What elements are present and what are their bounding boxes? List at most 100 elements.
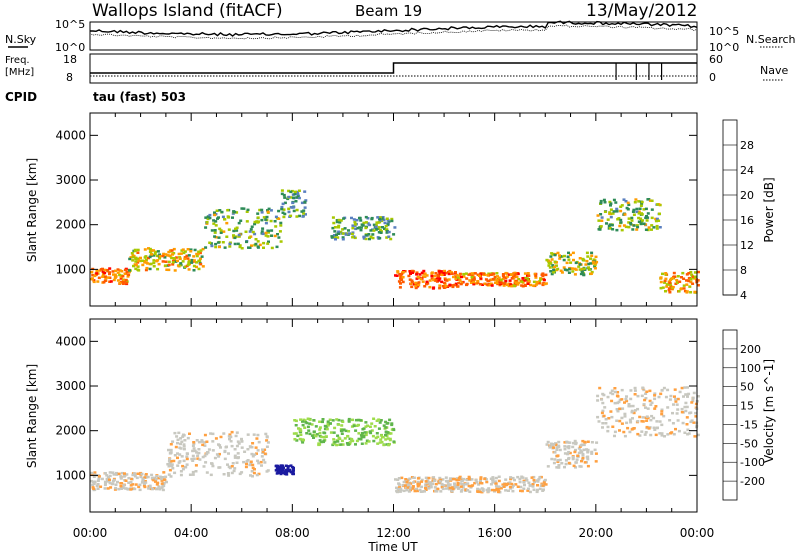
heatmap-cell: [376, 442, 380, 445]
heatmap-cell: [131, 259, 135, 262]
heatmap-cell: [416, 489, 419, 493]
heatmap-cell: [613, 390, 617, 394]
heatmap-cell: [174, 445, 178, 449]
heatmap-cell: [643, 398, 647, 402]
heatmap-cell: [693, 271, 697, 274]
heatmap-cell: [427, 476, 431, 480]
heatmap-cell: [182, 443, 186, 446]
heatmap-cell: [390, 423, 394, 427]
heatmap-cell: [235, 229, 239, 232]
heatmap-cell: [688, 411, 692, 415]
heatmap-cell: [534, 274, 538, 277]
heatmap-cell: [279, 221, 283, 225]
heatmap-cell: [683, 386, 687, 389]
heatmap-cell: [152, 259, 156, 262]
velocity-heatmap-cells: [90, 386, 700, 494]
heatmap-cell: [483, 282, 487, 285]
heatmap-cell: [643, 433, 647, 436]
heatmap-cell: [129, 477, 133, 481]
heatmap-cell: [219, 435, 223, 439]
heatmap-cell: [216, 217, 219, 220]
heatmap-cell: [649, 418, 653, 422]
heatmap-cell: [260, 230, 264, 233]
heatmap-cell: [558, 257, 562, 260]
heatmap-cell: [292, 472, 295, 476]
heatmap-cell: [538, 487, 542, 491]
colorbar-tick-label: -100: [740, 456, 765, 469]
heatmap-cell: [207, 215, 210, 218]
heatmap-cell: [491, 277, 495, 281]
heatmap-cell: [350, 425, 354, 428]
heatmap-cell: [288, 468, 292, 472]
heatmap-cell: [580, 270, 584, 274]
heatmap-cell: [401, 280, 405, 284]
heatmap-cell: [504, 276, 508, 280]
heatmap-cell: [648, 199, 652, 202]
heatmap-cell: [378, 217, 381, 221]
heatmap-cell: [671, 411, 674, 415]
heatmap-cell: [502, 284, 506, 287]
heatmap-cell: [144, 268, 148, 272]
heatmap-cell: [563, 441, 567, 444]
heatmap-cell: [420, 478, 424, 482]
heatmap-cell: [341, 236, 345, 239]
heatmap-cell: [610, 399, 614, 403]
heatmap-cell: [644, 228, 648, 231]
heatmap-cell: [90, 277, 94, 281]
heatmap-cell: [370, 429, 374, 432]
cpid-label: CPID: [5, 90, 37, 104]
heatmap-cell: [483, 477, 487, 481]
heatmap-cell: [645, 415, 649, 418]
heatmap-cell: [633, 386, 637, 390]
heatmap-cell: [608, 223, 612, 226]
heatmap-cell: [537, 478, 541, 481]
heatmap-cell: [339, 230, 343, 234]
heatmap-cell: [442, 286, 446, 289]
heatmap-cell: [589, 262, 593, 265]
heatmap-cell: [233, 467, 237, 470]
heatmap-cell: [636, 432, 640, 436]
heatmap-cell: [141, 259, 145, 262]
heatmap-cell: [281, 202, 285, 206]
heatmap-cell: [178, 263, 182, 267]
heatmap-cell: [171, 263, 175, 266]
heatmap-cell: [300, 210, 304, 213]
heatmap-cell: [558, 458, 562, 462]
heatmap-cell: [162, 482, 166, 485]
heatmap-cell: [619, 205, 623, 208]
heatmap-cell: [490, 273, 494, 276]
heatmap-cell: [355, 218, 359, 222]
heatmap-cell: [226, 463, 229, 466]
heatmap-cell: [292, 209, 296, 213]
heatmap-cell: [563, 254, 566, 258]
heatmap-cell: [93, 274, 97, 278]
heatmap-cell: [578, 263, 582, 266]
heatmap-cell: [266, 210, 270, 214]
heatmap-cell: [433, 274, 437, 278]
heatmap-cell: [444, 487, 448, 490]
heatmap-cell: [636, 394, 640, 398]
heatmap-cell: [645, 215, 648, 218]
colorbar-tick-label: 24: [740, 164, 754, 177]
heatmap-cell: [407, 274, 411, 278]
heatmap-cell: [181, 260, 185, 263]
heatmap-cell: [173, 431, 177, 435]
heatmap-cell: [605, 222, 608, 225]
heatmap-cell: [283, 201, 287, 205]
heatmap-cell: [156, 259, 160, 262]
heatmap-cell: [597, 219, 601, 222]
heatmap-cell: [489, 477, 493, 480]
heatmap-cell: [571, 251, 575, 255]
heatmap-cell: [662, 386, 666, 390]
heatmap-cell: [447, 278, 451, 281]
heatmap-cell: [563, 452, 567, 455]
heatmap-cell: [648, 389, 652, 393]
heatmap-cell: [555, 446, 559, 449]
heatmap-cell: [299, 433, 303, 436]
heatmap-cell: [192, 441, 196, 444]
heatmap-cell: [359, 438, 363, 441]
heatmap-cell: [274, 225, 278, 228]
heatmap-cell: [552, 271, 555, 274]
heatmap-cell: [644, 392, 648, 395]
heatmap-cell: [655, 217, 659, 221]
